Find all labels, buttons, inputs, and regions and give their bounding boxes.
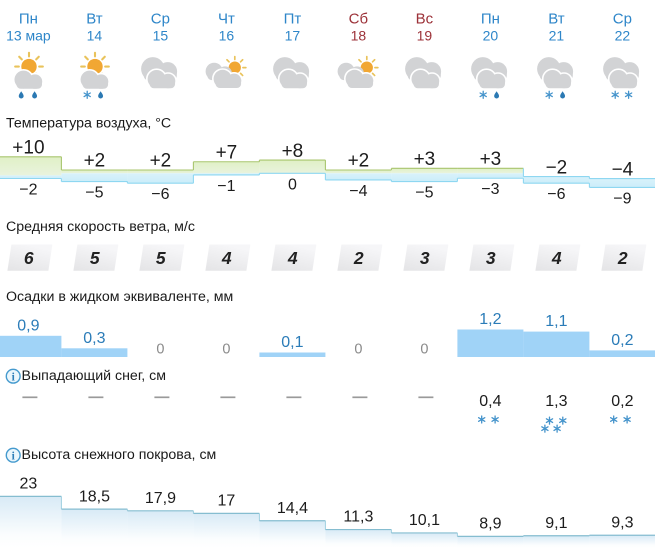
svg-text:15: 15 bbox=[153, 28, 169, 44]
svg-text:9,1: 9,1 bbox=[545, 515, 567, 532]
svg-text:Средняя скорость ветра, м/с: Средняя скорость ветра, м/с bbox=[6, 219, 195, 235]
svg-text:19: 19 bbox=[417, 28, 433, 44]
svg-text:4: 4 bbox=[551, 248, 562, 268]
svg-text:−4: −4 bbox=[349, 183, 367, 200]
svg-text:Ср: Ср bbox=[613, 11, 632, 28]
svg-text:Температура воздуха, °C: Температура воздуха, °C bbox=[6, 116, 171, 132]
svg-text:Высота снежного покрова, см: Высота снежного покрова, см bbox=[22, 447, 217, 463]
svg-text:+2: +2 bbox=[348, 151, 370, 172]
svg-text:i: i bbox=[12, 371, 16, 383]
svg-text:i: i bbox=[12, 450, 16, 462]
svg-text:−5: −5 bbox=[85, 185, 103, 202]
svg-text:−2: −2 bbox=[19, 182, 37, 199]
svg-text:2: 2 bbox=[353, 248, 364, 268]
svg-text:+2: +2 bbox=[150, 151, 172, 172]
svg-text:4: 4 bbox=[287, 248, 298, 268]
svg-text:9,3: 9,3 bbox=[611, 514, 633, 531]
svg-text:0,1: 0,1 bbox=[281, 334, 303, 351]
svg-text:0: 0 bbox=[156, 342, 164, 358]
svg-text:+3: +3 bbox=[414, 149, 436, 170]
svg-text:−6: −6 bbox=[547, 186, 565, 203]
svg-text:−1: −1 bbox=[217, 178, 235, 195]
svg-text:−4: −4 bbox=[612, 159, 634, 180]
svg-text:18,5: 18,5 bbox=[79, 488, 110, 505]
svg-text:−5: −5 bbox=[415, 185, 433, 202]
svg-text:14,4: 14,4 bbox=[277, 500, 308, 517]
svg-text:1,3: 1,3 bbox=[545, 393, 567, 410]
svg-text:Пн: Пн bbox=[19, 11, 38, 28]
svg-text:18: 18 bbox=[351, 28, 367, 44]
svg-text:22: 22 bbox=[615, 28, 631, 44]
svg-text:4: 4 bbox=[221, 248, 232, 268]
svg-text:17: 17 bbox=[218, 493, 236, 510]
svg-text:1,2: 1,2 bbox=[479, 311, 501, 328]
svg-text:17: 17 bbox=[285, 28, 301, 44]
svg-text:0: 0 bbox=[222, 342, 230, 358]
svg-text:0: 0 bbox=[420, 342, 428, 358]
svg-text:−9: −9 bbox=[613, 190, 631, 207]
svg-text:Пт: Пт bbox=[284, 11, 302, 28]
svg-text:Ср: Ср bbox=[151, 11, 170, 28]
svg-text:3: 3 bbox=[486, 248, 496, 268]
svg-text:0: 0 bbox=[288, 176, 297, 193]
svg-text:−3: −3 bbox=[481, 181, 499, 198]
svg-text:16: 16 bbox=[219, 28, 235, 44]
svg-text:0: 0 bbox=[354, 342, 362, 358]
svg-text:Выпадающий снег, см: Выпадающий снег, см bbox=[22, 368, 167, 384]
svg-text:Вс: Вс bbox=[416, 11, 434, 28]
svg-text:Чт: Чт bbox=[218, 11, 235, 28]
svg-text:+10: +10 bbox=[12, 138, 44, 159]
svg-text:0,3: 0,3 bbox=[83, 330, 105, 347]
svg-text:13 мар: 13 мар bbox=[6, 28, 51, 44]
svg-text:21: 21 bbox=[549, 28, 565, 44]
svg-text:−2: −2 bbox=[546, 157, 568, 178]
svg-text:17,9: 17,9 bbox=[145, 490, 176, 507]
svg-text:Вт: Вт bbox=[548, 11, 565, 28]
svg-text:20: 20 bbox=[483, 28, 499, 44]
svg-text:Сб: Сб bbox=[349, 11, 368, 28]
svg-text:Вт: Вт bbox=[86, 11, 103, 28]
svg-text:14: 14 bbox=[87, 28, 103, 44]
svg-text:5: 5 bbox=[90, 248, 100, 268]
svg-text:0,4: 0,4 bbox=[479, 393, 501, 410]
svg-text:10,1: 10,1 bbox=[409, 512, 440, 529]
svg-text:23: 23 bbox=[20, 476, 38, 493]
svg-text:0,9: 0,9 bbox=[17, 317, 39, 334]
svg-text:+7: +7 bbox=[216, 142, 238, 163]
svg-text:−6: −6 bbox=[151, 186, 169, 203]
svg-text:5: 5 bbox=[156, 248, 166, 268]
svg-text:0,2: 0,2 bbox=[611, 393, 633, 410]
svg-text:11,3: 11,3 bbox=[343, 509, 373, 526]
svg-text:Пн: Пн bbox=[481, 11, 500, 28]
svg-text:8,9: 8,9 bbox=[479, 516, 501, 533]
svg-text:+3: +3 bbox=[480, 149, 502, 170]
svg-text:+2: +2 bbox=[84, 151, 106, 172]
svg-text:6: 6 bbox=[24, 248, 34, 268]
svg-text:3: 3 bbox=[420, 248, 430, 268]
svg-text:2: 2 bbox=[617, 248, 628, 268]
svg-text:1,1: 1,1 bbox=[545, 313, 567, 330]
svg-text:+8: +8 bbox=[282, 141, 304, 162]
svg-text:0,2: 0,2 bbox=[611, 332, 633, 349]
svg-text:Осадки в жидком эквиваленте, м: Осадки в жидком эквиваленте, мм bbox=[6, 289, 233, 305]
